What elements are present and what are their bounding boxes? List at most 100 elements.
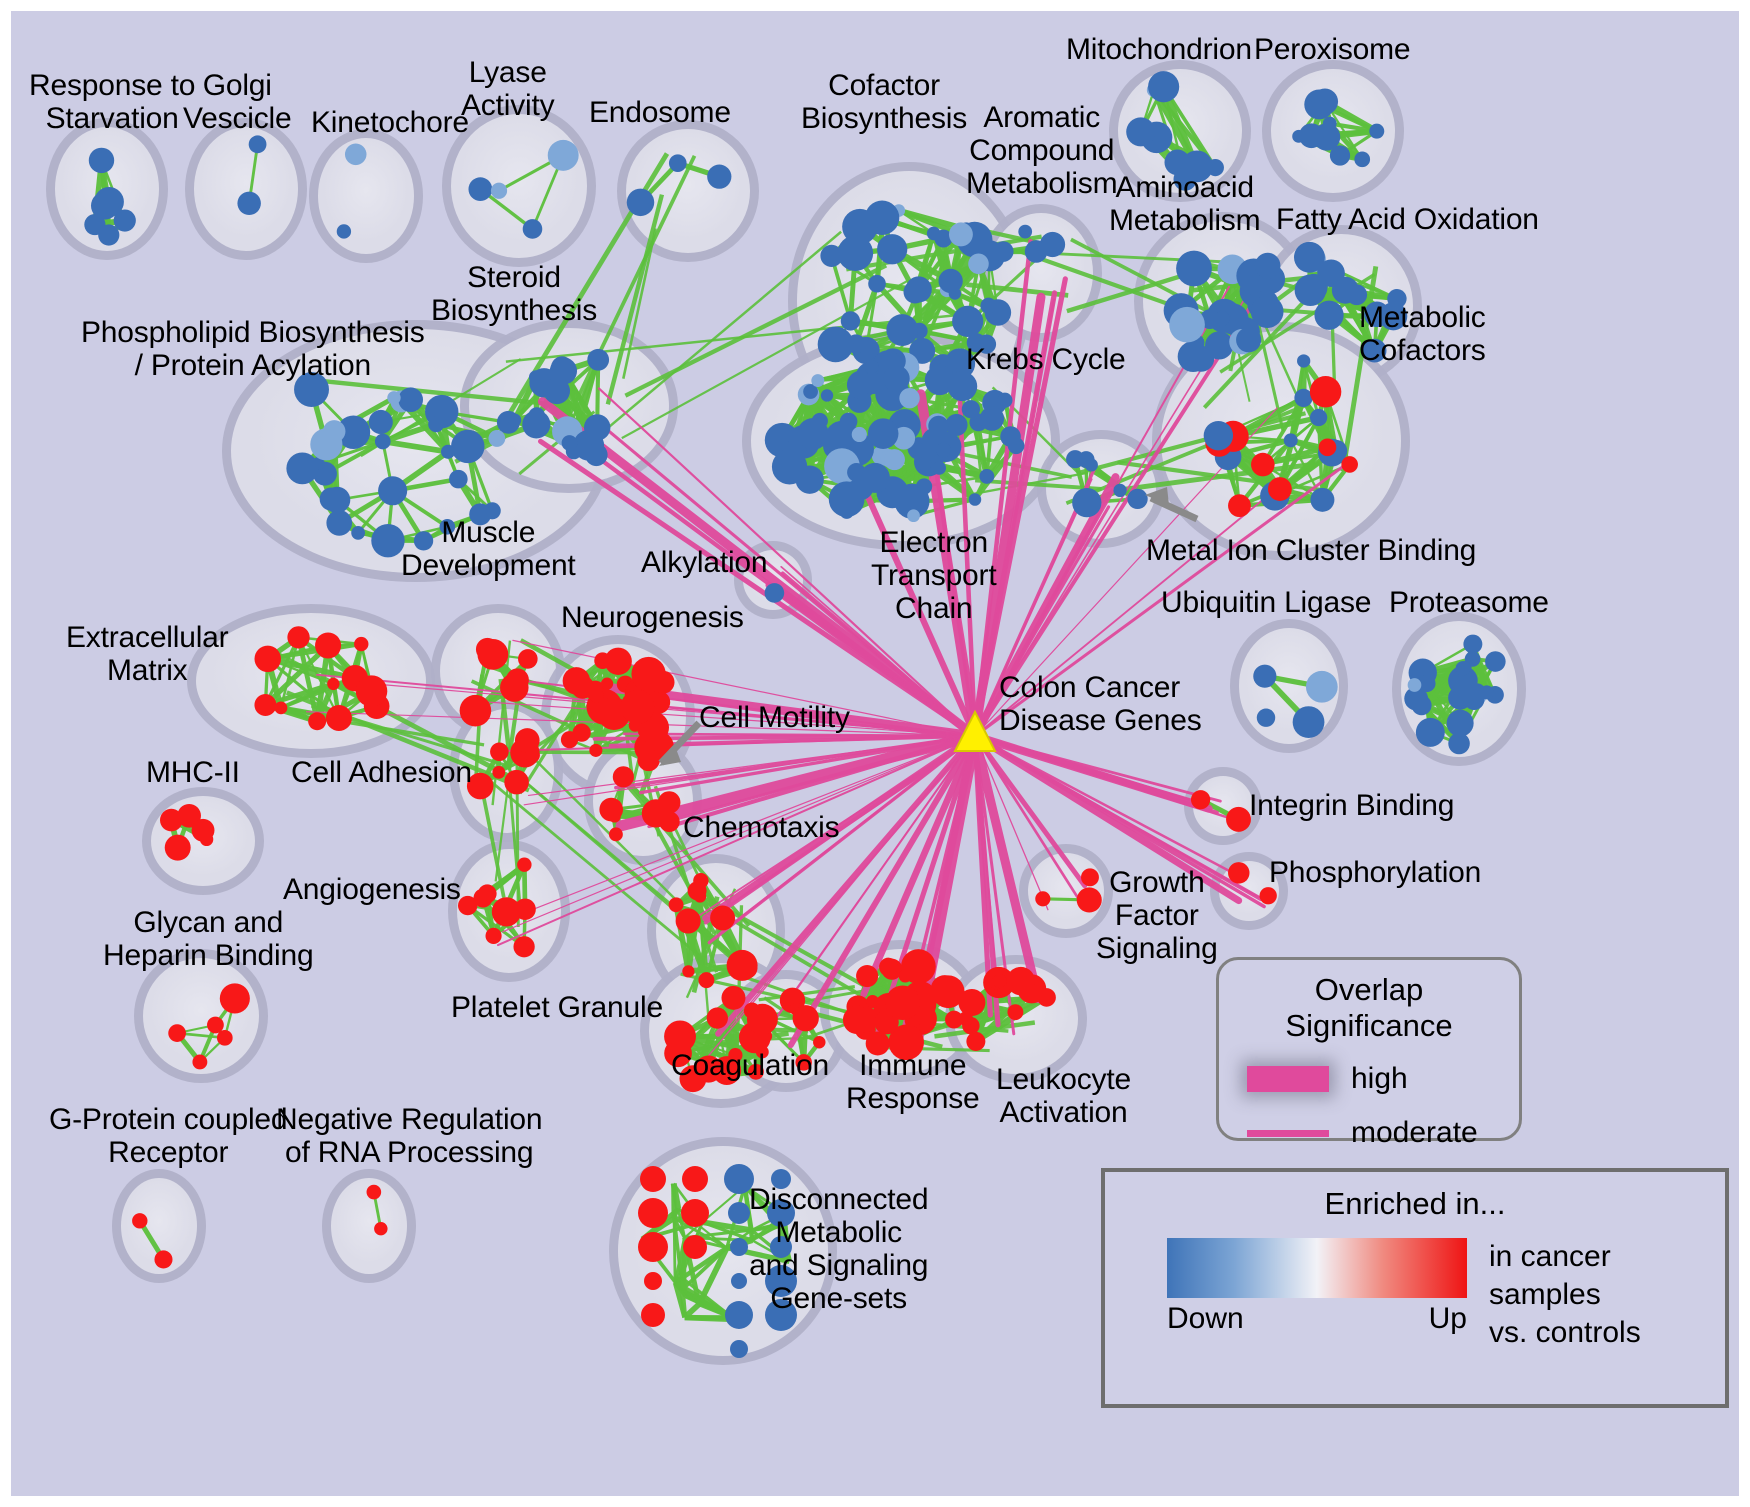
gene-set-node[interactable] [1080,868,1099,887]
gene-set-node[interactable] [1127,488,1148,510]
gene-set-node[interactable] [992,241,1014,262]
gene-set-node[interactable] [767,1199,795,1227]
gene-set-node[interactable] [721,985,746,1010]
gene-set-node[interactable] [1076,887,1102,913]
gene-set-node[interactable] [113,209,136,232]
gene-set-node[interactable] [1418,674,1436,693]
gene-set-node[interactable] [589,688,604,703]
gene-set-node[interactable] [792,1005,819,1032]
gene-set-node[interactable] [1253,664,1277,688]
gene-set-node[interactable] [1190,790,1211,810]
gene-set-node[interactable] [528,407,545,424]
gene-set-node[interactable] [883,365,910,392]
gene-set-node[interactable] [855,361,889,395]
gene-set-node[interactable] [327,677,340,691]
gene-set-node[interactable] [254,693,277,716]
gene-set-node[interactable] [668,154,687,172]
gene-set-node[interactable] [366,1184,382,1200]
gene-set-node[interactable] [88,147,115,174]
gene-set-node[interactable] [736,957,758,979]
gene-set-node[interactable] [879,957,898,977]
gene-set-node[interactable] [932,461,947,475]
gene-set-node[interactable] [1411,695,1432,716]
gene-set-node[interactable] [1254,252,1281,279]
gene-set-node[interactable] [1463,634,1483,654]
gene-set-node[interactable] [1292,706,1325,738]
gene-set-node[interactable] [1203,420,1234,451]
gene-set-node[interactable] [820,389,834,402]
gene-set-node[interactable] [966,333,986,353]
gene-set-node[interactable] [867,418,899,449]
gene-set-node[interactable] [765,1265,797,1297]
gene-set-node[interactable] [664,1020,696,1053]
gene-set-node[interactable] [839,412,858,431]
gene-set-node[interactable] [1354,151,1371,168]
gene-set-node[interactable] [707,164,732,189]
gene-set-node[interactable] [457,895,478,916]
gene-set-node[interactable] [1267,477,1292,501]
gene-set-node[interactable] [490,742,509,762]
gene-set-node[interactable] [968,493,982,506]
gene-set-node[interactable] [883,449,905,471]
gene-set-node[interactable] [1346,284,1368,306]
gene-set-node[interactable] [1309,376,1342,408]
gene-set-node[interactable] [968,253,989,275]
gene-set-node[interactable] [587,348,610,371]
gene-set-node[interactable] [626,188,655,217]
gene-set-node[interactable] [325,704,352,731]
gene-set-node[interactable] [177,803,201,828]
gene-set-node[interactable] [599,797,624,822]
gene-set-node[interactable] [1236,327,1262,353]
gene-set-node[interactable] [514,898,536,920]
gene-set-node[interactable] [885,985,920,1021]
gene-set-node[interactable] [248,135,267,154]
gene-set-node[interactable] [842,208,878,245]
gene-set-node[interactable] [594,652,611,670]
gene-set-node[interactable] [901,949,936,984]
gene-set-node[interactable] [961,400,981,419]
gene-set-node[interactable] [770,1236,792,1258]
gene-set-node[interactable] [192,1054,208,1070]
gene-set-node[interactable] [1259,887,1277,905]
gene-set-node[interactable] [466,772,494,800]
gene-set-node[interactable] [1310,487,1335,512]
gene-set-node[interactable] [1007,1004,1024,1021]
gene-set-node[interactable] [725,1301,753,1329]
gene-set-node[interactable] [771,1169,791,1189]
gene-set-node[interactable] [997,392,1013,408]
gene-set-node[interactable] [1318,438,1337,457]
gene-set-node[interactable] [1113,483,1127,498]
gene-set-node[interactable] [980,297,997,314]
gene-set-node[interactable] [743,1002,761,1019]
gene-set-node[interactable] [644,1272,662,1290]
gene-set-node[interactable] [608,827,623,842]
gene-set-node[interactable] [562,667,591,695]
gene-set-node[interactable] [1485,651,1506,672]
gene-set-node[interactable] [491,897,522,927]
gene-set-node[interactable] [601,677,614,690]
gene-set-node[interactable] [1294,241,1325,273]
gene-set-node[interactable] [675,908,701,934]
gene-set-node[interactable] [1297,354,1311,368]
gene-set-node[interactable] [1467,683,1487,703]
gene-set-node[interactable] [604,647,632,675]
gene-set-node[interactable] [992,973,1007,988]
gene-set-node[interactable] [817,326,854,363]
gene-set-node[interactable] [310,428,343,461]
gene-set-node[interactable] [1228,494,1251,518]
gene-set-node[interactable] [1415,717,1445,747]
gene-set-node[interactable] [803,384,818,399]
gene-set-node[interactable] [894,483,930,519]
gene-set-node[interactable] [1341,456,1358,473]
gene-set-node[interactable] [518,649,538,669]
gene-set-node[interactable] [698,972,715,989]
gene-set-node[interactable] [1173,167,1197,191]
gene-set-node[interactable] [1448,732,1470,755]
gene-set-node[interactable] [905,416,919,430]
gene-set-node[interactable] [837,235,874,271]
gene-set-node[interactable] [851,426,867,443]
gene-set-node[interactable] [856,964,879,988]
gene-set-node[interactable] [441,444,456,459]
gene-set-node[interactable] [254,645,281,673]
gene-set-node[interactable] [216,1029,233,1046]
